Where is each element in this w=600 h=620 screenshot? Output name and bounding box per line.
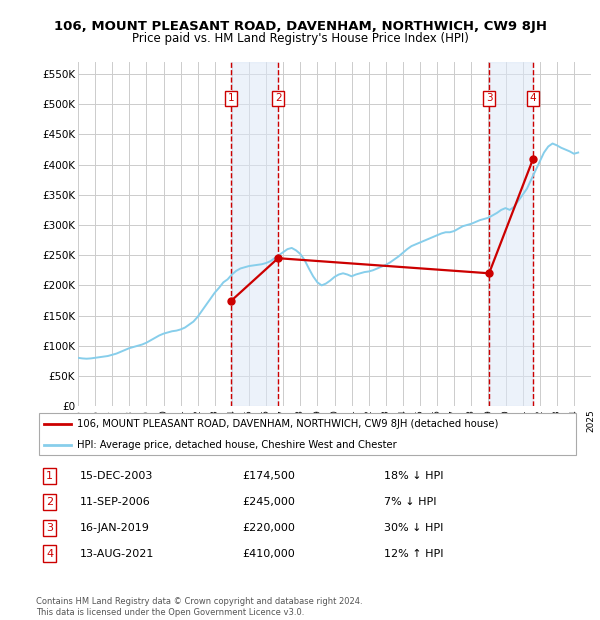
Text: 18% ↓ HPI: 18% ↓ HPI — [383, 471, 443, 481]
Text: Price paid vs. HM Land Registry's House Price Index (HPI): Price paid vs. HM Land Registry's House … — [131, 32, 469, 45]
Text: Contains HM Land Registry data © Crown copyright and database right 2024.
This d: Contains HM Land Registry data © Crown c… — [36, 598, 362, 617]
Point — [484, 268, 494, 278]
Text: 12% ↑ HPI: 12% ↑ HPI — [383, 549, 443, 559]
Text: 4: 4 — [530, 93, 536, 103]
Point — [226, 296, 236, 306]
Text: 13-AUG-2021: 13-AUG-2021 — [79, 549, 154, 559]
Text: £245,000: £245,000 — [242, 497, 295, 507]
Text: 11-SEP-2006: 11-SEP-2006 — [79, 497, 150, 507]
Bar — [231, 62, 278, 406]
Text: HPI: Average price, detached house, Cheshire West and Chester: HPI: Average price, detached house, Ches… — [77, 440, 397, 450]
Text: 106, MOUNT PLEASANT ROAD, DAVENHAM, NORTHWICH, CW9 8JH (detached house): 106, MOUNT PLEASANT ROAD, DAVENHAM, NORT… — [77, 418, 498, 428]
Text: 15-DEC-2003: 15-DEC-2003 — [79, 471, 153, 481]
Text: £220,000: £220,000 — [242, 523, 295, 533]
Text: 30% ↓ HPI: 30% ↓ HPI — [383, 523, 443, 533]
Bar — [489, 62, 533, 406]
Text: 1: 1 — [46, 471, 53, 481]
Text: 3: 3 — [486, 93, 493, 103]
Text: £174,500: £174,500 — [242, 471, 295, 481]
Text: 2: 2 — [275, 93, 281, 103]
Text: 16-JAN-2019: 16-JAN-2019 — [79, 523, 149, 533]
Point — [273, 253, 283, 263]
Text: 1: 1 — [228, 93, 235, 103]
Text: 7% ↓ HPI: 7% ↓ HPI — [383, 497, 436, 507]
Text: £410,000: £410,000 — [242, 549, 295, 559]
Text: 4: 4 — [46, 549, 53, 559]
FancyBboxPatch shape — [39, 414, 576, 455]
Text: 2: 2 — [46, 497, 53, 507]
Point — [529, 154, 538, 164]
Text: 106, MOUNT PLEASANT ROAD, DAVENHAM, NORTHWICH, CW9 8JH: 106, MOUNT PLEASANT ROAD, DAVENHAM, NORT… — [53, 20, 547, 33]
Text: 3: 3 — [46, 523, 53, 533]
